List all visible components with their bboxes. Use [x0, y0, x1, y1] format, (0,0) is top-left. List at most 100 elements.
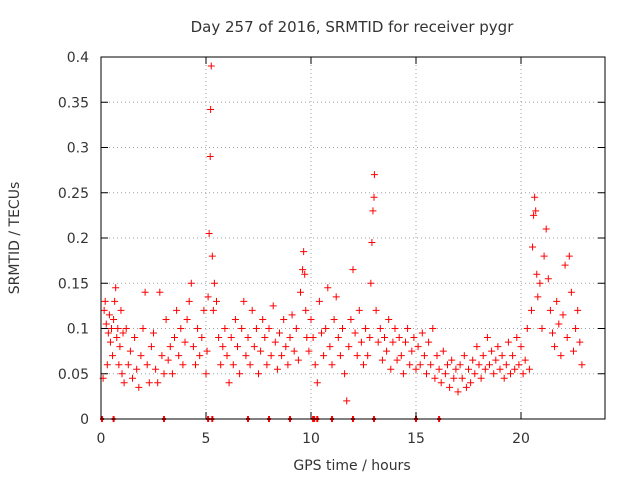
data-point	[557, 352, 565, 360]
data-point	[286, 334, 294, 342]
data-point	[135, 383, 143, 391]
data-point	[131, 334, 139, 342]
data-point	[217, 361, 225, 369]
data-point	[282, 343, 290, 351]
data-point	[446, 383, 454, 391]
data-point	[450, 374, 458, 382]
data-point	[288, 311, 296, 319]
data-point	[213, 297, 220, 305]
data-point	[362, 325, 370, 332]
data-point	[368, 239, 376, 247]
data-point	[555, 320, 563, 328]
data-point	[504, 338, 512, 346]
data-point	[452, 365, 460, 373]
data-point	[391, 325, 399, 332]
data-point	[324, 284, 332, 292]
y-tick-label: 0.2	[67, 231, 89, 247]
data-point	[269, 302, 277, 310]
data-point	[326, 343, 334, 351]
data-point	[111, 297, 119, 305]
data-point	[481, 365, 489, 373]
data-point	[137, 352, 145, 360]
data-point	[374, 338, 382, 346]
data-point	[364, 352, 372, 360]
data-point	[529, 243, 537, 251]
data-point	[150, 329, 157, 337]
data-point	[332, 293, 340, 301]
data-point	[187, 279, 195, 287]
data-point	[255, 370, 262, 378]
y-tick-label: 0.35	[58, 95, 89, 111]
data-point	[207, 62, 215, 70]
data-point	[553, 297, 561, 305]
data-point	[141, 288, 149, 296]
data-point	[203, 347, 211, 355]
data-point	[276, 329, 283, 337]
data-point	[219, 343, 227, 351]
grid	[101, 57, 605, 419]
data-point	[189, 343, 197, 351]
data-point	[305, 347, 313, 355]
data-point	[496, 365, 504, 373]
data-point	[207, 105, 215, 113]
data-point	[479, 352, 487, 360]
data-point	[124, 361, 132, 369]
x-axis-ticks: 0 5 10 15 20	[97, 57, 530, 447]
data-point	[441, 370, 449, 378]
data-point	[460, 352, 468, 360]
data-point	[444, 361, 451, 369]
data-point	[108, 325, 115, 332]
data-point	[381, 334, 388, 342]
data-point	[234, 343, 241, 351]
data-point	[567, 288, 575, 296]
x-tick-label: 10	[302, 431, 320, 447]
data-point	[498, 352, 506, 360]
x-tick-label: 20	[512, 431, 530, 447]
data-point	[418, 329, 426, 337]
data-point	[502, 361, 510, 369]
data-point	[250, 343, 258, 351]
data-point	[420, 352, 428, 360]
data-point	[104, 329, 112, 337]
data-point	[113, 334, 121, 342]
data-point	[273, 365, 281, 373]
data-point	[339, 325, 346, 332]
data-point	[525, 365, 533, 373]
data-point	[223, 352, 231, 360]
data-point	[540, 252, 548, 260]
data-point	[278, 352, 286, 360]
data-point	[429, 325, 437, 332]
data-point	[542, 225, 550, 233]
data-point	[206, 153, 214, 161]
data-point	[301, 270, 309, 278]
chart-title: Day 257 of 2016, SRMTID for receiver pyg…	[191, 18, 515, 36]
data-point	[389, 338, 397, 346]
data-point	[399, 370, 407, 378]
data-point	[370, 193, 378, 201]
data-point	[166, 343, 174, 351]
data-point	[103, 361, 111, 369]
y-axis-ticks: 0 0.05 0.1 0.15 0.2 0.25 0.3 0.35 0.4	[58, 50, 605, 428]
data-point	[492, 356, 500, 364]
data-point	[229, 361, 237, 369]
data-point	[202, 370, 210, 378]
data-point	[408, 347, 416, 355]
data-point	[238, 325, 246, 332]
y-axis-label: SRMTID / TECUs	[7, 182, 23, 295]
data-point	[559, 311, 567, 319]
y-tick-label: 0.4	[67, 50, 89, 66]
data-point	[369, 207, 377, 215]
data-point	[509, 352, 517, 360]
data-point	[425, 338, 433, 346]
data-point	[431, 374, 439, 382]
data-point	[177, 325, 185, 332]
data-point	[158, 352, 166, 360]
data-point	[307, 315, 315, 323]
data-point	[515, 361, 523, 369]
y-tick-label: 0.1	[67, 322, 89, 338]
data-point	[345, 343, 353, 351]
data-point	[302, 306, 310, 314]
data-point	[100, 306, 108, 314]
data-point	[115, 361, 123, 369]
